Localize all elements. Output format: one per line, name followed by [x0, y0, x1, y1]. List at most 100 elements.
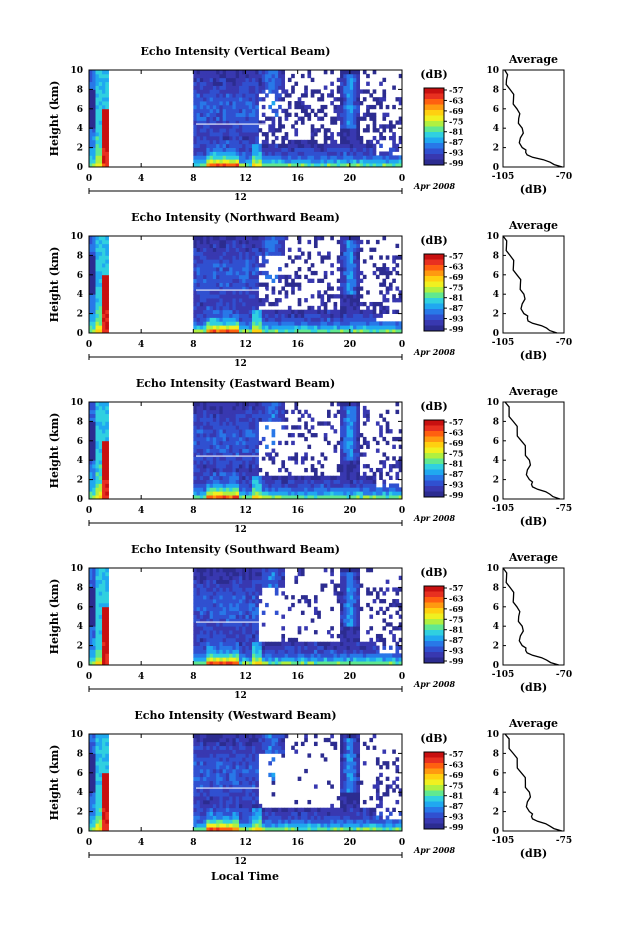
heatmap-cell	[232, 275, 236, 279]
heatmap-cell	[216, 491, 220, 495]
heatmap-cell	[278, 267, 282, 271]
heatmap-cell	[314, 649, 318, 653]
heatmap-cell	[363, 437, 367, 441]
heatmap-cell	[102, 148, 106, 152]
heatmap-cell	[320, 279, 324, 283]
heatmap-cell	[239, 302, 243, 306]
heatmap-cell	[242, 414, 246, 418]
heatmap-cell	[96, 140, 100, 144]
heatmap-cell	[96, 82, 100, 86]
heatmap-cell	[376, 240, 380, 244]
heatmap-cell	[200, 244, 204, 248]
heatmap-cell	[275, 93, 279, 97]
heatmap-cell	[356, 321, 360, 325]
heatmap-cell	[262, 480, 266, 484]
heatmap-cell	[203, 290, 207, 294]
heatmap-cell	[223, 464, 227, 468]
heatmap-cell	[197, 622, 201, 626]
heatmap-cell	[200, 622, 204, 626]
heatmap-cell	[92, 109, 96, 113]
heatmap-cell	[89, 70, 93, 74]
heatmap-cell	[105, 317, 109, 321]
heatmap-cell	[223, 82, 227, 86]
heatmap-cell	[382, 279, 386, 283]
heatmap-cell	[281, 410, 285, 414]
heatmap-cell	[232, 437, 236, 441]
heatmap-cell	[298, 240, 302, 244]
heatmap-cell	[200, 144, 204, 148]
heatmap-cell	[343, 113, 347, 117]
heatmap-cell	[203, 302, 207, 306]
heatmap-cell	[197, 425, 201, 429]
heatmap-cell	[265, 480, 269, 484]
heatmap-cell	[379, 283, 383, 287]
heatmap-cell	[291, 279, 295, 283]
heatmap-cell	[213, 325, 217, 329]
heatmap-cell	[353, 445, 357, 449]
heatmap-cell	[262, 402, 266, 406]
heatmap-cell	[343, 638, 347, 642]
heatmap-cell	[298, 487, 302, 491]
heatmap-cell	[360, 476, 364, 480]
heatmap-cell	[210, 321, 214, 325]
heatmap-cell	[294, 82, 298, 86]
heatmap-cell	[340, 603, 344, 607]
heatmap-cell	[223, 86, 227, 90]
heatmap-cell	[265, 572, 269, 576]
heatmap-cell	[232, 144, 236, 148]
heatmap-cell	[356, 483, 360, 487]
heatmap-cell	[340, 78, 344, 82]
heatmap-cell	[281, 275, 285, 279]
colorbar-swatch	[424, 260, 444, 266]
heatmap-cell	[265, 155, 269, 159]
heatmap-cell	[236, 433, 240, 437]
heatmap-cell	[216, 649, 220, 653]
heatmap-cell	[200, 414, 204, 418]
heatmap-artifact	[196, 455, 266, 457]
heatmap-cell	[193, 460, 197, 464]
heatmap-cell	[239, 89, 243, 93]
heatmap-cell	[200, 97, 204, 101]
heatmap-cell	[242, 437, 246, 441]
heatmap-cell	[337, 314, 341, 318]
heatmap-cell	[210, 402, 214, 406]
heatmap-cell	[232, 572, 236, 576]
heatmap-cell	[223, 151, 227, 155]
heatmap-cell	[304, 298, 308, 302]
heatmap-cell	[232, 159, 236, 163]
heatmap-cell	[239, 414, 243, 418]
heatmap-cell	[242, 244, 246, 248]
heatmap-cell	[249, 599, 253, 603]
heatmap-cell	[242, 425, 246, 429]
heatmap-cell	[96, 634, 100, 638]
heatmap-cell	[89, 93, 93, 97]
heatmap-cell	[193, 144, 197, 148]
heatmap-cell	[236, 294, 240, 298]
heatmap-cell	[105, 86, 109, 90]
heatmap-cell	[304, 325, 308, 329]
heatmap-cell	[223, 568, 227, 572]
heatmap-cell	[99, 74, 103, 78]
heatmap-cell	[285, 646, 289, 650]
heatmap-cell	[197, 487, 201, 491]
heatmap-cell	[99, 97, 103, 101]
heatmap-cell	[200, 406, 204, 410]
heatmap-cell	[239, 97, 243, 101]
heatmap-cell	[350, 240, 354, 244]
heatmap-cell	[255, 491, 259, 495]
heatmap-cell	[216, 414, 220, 418]
heatmap-cell	[262, 82, 266, 86]
heatmap-cell	[203, 298, 207, 302]
heatmap-cell	[232, 124, 236, 128]
heatmap-cell	[92, 136, 96, 140]
heatmap-cell	[291, 283, 295, 287]
heatmap-cell	[99, 267, 103, 271]
heatmap-cell	[197, 576, 201, 580]
heatmap-cell	[350, 418, 354, 422]
colorbar-tick-label: -93	[449, 314, 464, 324]
heatmap-cell	[197, 148, 201, 152]
heatmap-cell	[206, 101, 210, 105]
heatmap-cell	[301, 120, 305, 124]
heatmap-cell	[311, 144, 315, 148]
heatmap-cell	[278, 402, 282, 406]
